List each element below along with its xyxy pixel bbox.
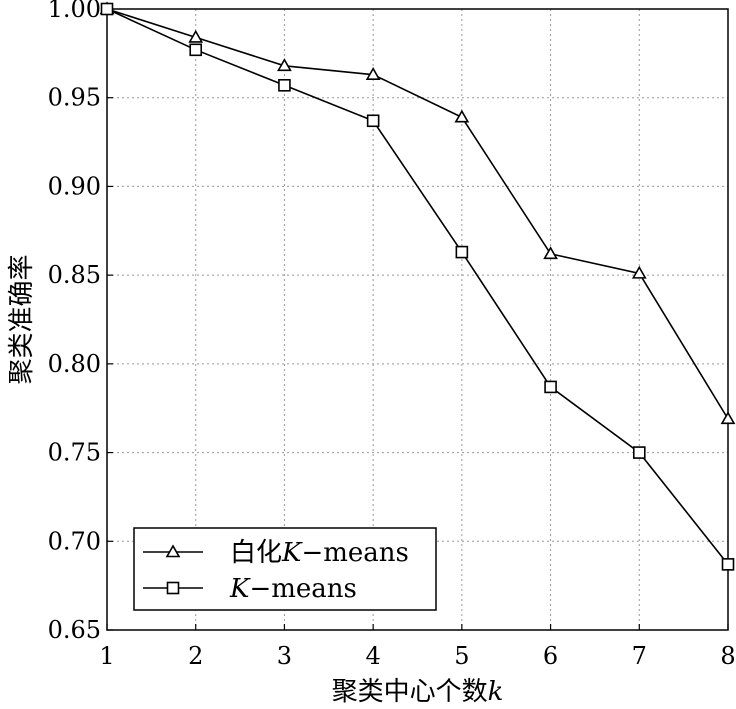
y-tick-label: 0.75: [48, 439, 101, 467]
legend-label-suffix: −means: [301, 538, 408, 568]
x-tick-label: 7: [632, 642, 647, 670]
y-tick-label: 0.80: [48, 350, 101, 378]
x-tick-label: 3: [277, 642, 292, 670]
y-tick-label: 0.70: [48, 527, 101, 555]
legend-label-var: K: [281, 538, 303, 568]
data-point-square: [721, 558, 735, 571]
legend-label-suffix: −means: [249, 574, 356, 604]
x-axis-title: 聚类中心个数k: [332, 677, 504, 707]
data-point-triangle: [454, 109, 470, 123]
data-point-square: [632, 446, 646, 459]
x-tick-label: 2: [188, 642, 203, 670]
series-line-square: [106, 8, 729, 565]
tick-layer: 1 2 3 4 5 6 7 8 0.65 0.70 0.75 0.80 0.85 0.90 0.95 1.00: [48, 0, 736, 670]
legend-box: [133, 527, 437, 611]
data-point-square: [189, 43, 203, 57]
legend-label-kmeans: K−means: [229, 574, 357, 604]
data-point-triangle: [720, 411, 736, 425]
data-point-triangle: [188, 29, 204, 43]
plot-frame: [106, 8, 729, 631]
legend-label-prefix: 白化: [230, 538, 282, 568]
data-point-square: [366, 114, 380, 128]
data-point-square: [455, 245, 469, 259]
legend-label-whitened-kmeans: 白化K−means: [230, 538, 409, 568]
x-axis-title-main: 聚类中心个数: [332, 677, 488, 707]
data-point-triangle: [543, 246, 558, 260]
data-point-square: [278, 78, 291, 92]
data-point-triangle: [631, 265, 647, 279]
y-tick-label: 0.95: [48, 84, 101, 112]
legend-marker-square: [166, 581, 180, 595]
x-tick-label: 5: [454, 642, 469, 670]
data-point-triangle: [365, 67, 381, 80]
legend-marker-triangle: [165, 544, 181, 558]
x-tick-label: 1: [99, 642, 114, 670]
y-tick-label: 0.65: [48, 616, 101, 644]
legend: 白化K−means K−means: [133, 527, 437, 611]
x-axis-title-var: k: [488, 677, 504, 707]
y-axis-title: 聚类准确率: [7, 254, 37, 384]
y-tick-label: 1.00: [48, 0, 101, 23]
series-layer: [99, 1, 736, 571]
y-tick-label: 0.90: [48, 172, 101, 200]
data-point-square: [100, 2, 114, 16]
data-point-triangle: [277, 58, 292, 72]
legend-label-var: K: [229, 574, 251, 604]
series-line-triangle: [106, 8, 729, 420]
data-point-square: [544, 380, 557, 394]
x-tick-label: 8: [720, 642, 735, 670]
x-tick-label: 4: [366, 642, 381, 670]
x-tick-label: 6: [543, 642, 558, 670]
y-tick-label: 0.85: [48, 261, 101, 289]
